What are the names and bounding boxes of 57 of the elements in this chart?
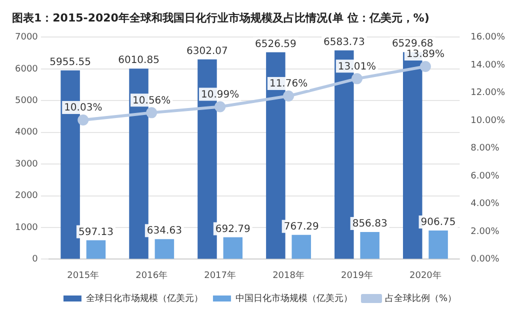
y-tick-label: 7000	[15, 32, 38, 43]
y2-tick-label: 4.00%	[470, 199, 500, 210]
point	[78, 114, 89, 126]
point	[351, 73, 362, 84]
legend-label: 全球日化市场规模（亿美元）	[86, 292, 203, 304]
y2-tick-label: 2.00%	[470, 226, 500, 237]
x-tick-label: 2016年	[136, 270, 168, 281]
x-tick-label: 2020年	[410, 270, 442, 281]
bar	[360, 232, 380, 259]
y-tick-label: 4000	[15, 128, 38, 138]
y-tick-label: 5000	[15, 96, 38, 106]
data-label: 10.56%	[132, 95, 171, 106]
chart-title: 图表1：2015-2020年全球和我国日化行业市场规模及占比情况(单 位：亿美元，%)	[12, 11, 430, 24]
data-label: 6583.73	[323, 36, 365, 48]
y2-tick-label: 8.00%	[470, 144, 500, 154]
legend-label: 占全球比例（%）	[384, 292, 457, 304]
y2-tick-label: 0.00%	[470, 254, 500, 265]
data-label: 692.79	[215, 224, 250, 235]
data-label: 13.01%	[338, 61, 376, 72]
y2-tick-label: 6.00%	[470, 171, 500, 182]
y2-tick-label: 16.00%	[470, 32, 506, 43]
data-label: 5955.55	[50, 56, 91, 68]
bar	[86, 240, 106, 259]
data-label: 906.75	[420, 217, 456, 228]
y-tick-label: 6000	[15, 64, 38, 74]
data-label: 6526.59	[255, 38, 296, 50]
y-tick-label: 2000	[15, 191, 38, 202]
bar	[292, 234, 311, 259]
data-label: 11.76%	[269, 78, 308, 90]
y-tick-label: 1000	[15, 222, 38, 233]
point	[146, 107, 158, 118]
x-tick-label: 2018年	[272, 270, 304, 281]
x-tick-label: 2019年	[341, 270, 373, 281]
data-label: 634.63	[146, 226, 182, 237]
data-label: 856.83	[352, 218, 388, 230]
data-label: 6529.68	[392, 38, 434, 50]
data-label: 13.89%	[406, 49, 445, 60]
point	[214, 101, 226, 112]
data-label: 6010.85	[118, 55, 160, 66]
point	[283, 90, 294, 102]
y2-tick-label: 10.00%	[470, 116, 506, 126]
data-label: 6302.07	[186, 46, 228, 57]
y2-tick-label: 14.00%	[470, 60, 506, 70]
data-label: 10.99%	[200, 89, 240, 100]
bar	[223, 237, 243, 259]
x-tick-label: 2017年	[204, 270, 236, 281]
x-tick-label: 2015年	[67, 270, 100, 281]
data-label: 597.13	[78, 226, 114, 238]
y-tick-label: 3000	[15, 159, 38, 170]
y2-tick-label: 12.00%	[470, 88, 506, 98]
data-label: 767.29	[284, 221, 319, 232]
y-tick-label: 0	[32, 254, 38, 265]
bar	[428, 230, 448, 259]
bar	[154, 239, 174, 259]
point	[420, 60, 431, 72]
legend-label: 中国日化市场规模（亿美元）	[235, 292, 352, 304]
data-label: 10.03%	[64, 102, 102, 114]
